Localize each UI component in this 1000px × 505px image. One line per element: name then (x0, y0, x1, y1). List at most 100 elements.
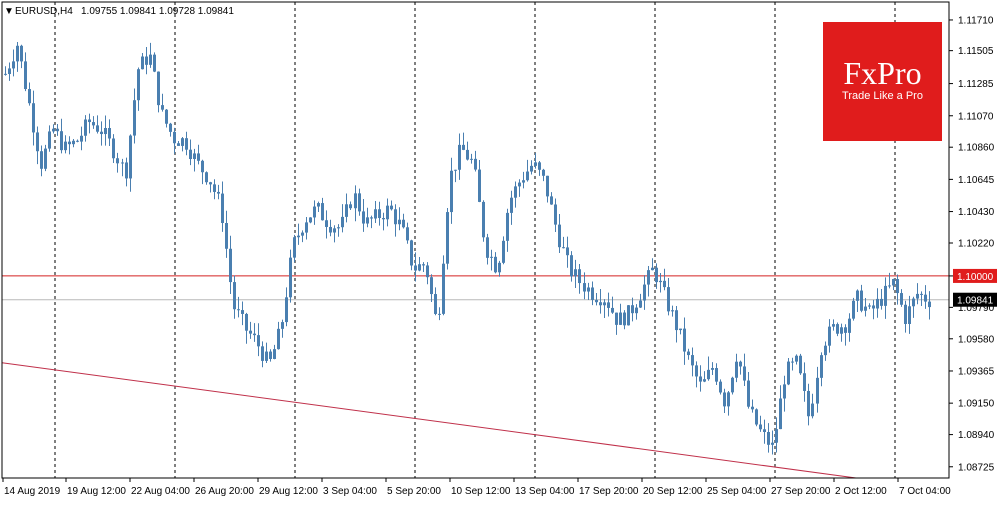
candle-body (48, 131, 51, 149)
candle-body (80, 135, 83, 142)
time-tick-label: 13 Sep 04:00 (515, 486, 575, 497)
candle-body (526, 171, 529, 181)
candle-body (651, 267, 654, 271)
time-tick-label: 20 Sep 12:00 (643, 486, 703, 497)
chart-ohlc: 1.09755 1.09841 1.09728 1.09841 (81, 6, 234, 17)
symbol-menu-icon[interactable]: ▼ (4, 6, 14, 17)
candle-body (635, 307, 638, 314)
candle-body (478, 169, 481, 202)
last-price-badge (953, 292, 997, 307)
candle-body (169, 123, 172, 132)
candle-body (422, 264, 425, 266)
candle-body (386, 205, 389, 220)
candle-body (711, 368, 714, 370)
candle-body (40, 151, 43, 169)
candle-body (362, 211, 365, 224)
candle-body (462, 144, 465, 150)
candle-body (659, 280, 662, 283)
candle-body (498, 262, 501, 273)
candle-body (639, 300, 642, 308)
candle-body (832, 324, 835, 327)
candle-body (434, 294, 437, 314)
candle-body (76, 140, 79, 142)
level-badge (953, 268, 997, 283)
time-tick-label: 10 Sep 12:00 (451, 486, 511, 497)
candle-body (884, 285, 887, 306)
candle-body (28, 89, 31, 104)
candle-body (189, 149, 192, 160)
candle-body (458, 144, 461, 170)
candle-body (121, 162, 124, 164)
time-tick-label: 7 Oct 04:00 (899, 486, 951, 497)
candle-body (165, 109, 168, 124)
candle-body (691, 355, 694, 366)
candle-body (406, 227, 409, 241)
candle-body (611, 307, 614, 313)
candle-body (840, 327, 843, 334)
candle-body (470, 158, 473, 160)
candle-body (269, 351, 272, 359)
time-tick-label: 25 Sep 04:00 (707, 486, 767, 497)
candle-body (32, 103, 35, 133)
candle-body (591, 287, 594, 300)
candle-body (366, 217, 369, 224)
candle-body (329, 226, 332, 233)
candle-body (72, 140, 75, 145)
candle-body (534, 162, 537, 166)
candle-body (667, 287, 670, 312)
candle-body (133, 100, 136, 136)
candle-body (426, 265, 429, 278)
candle-body (687, 351, 690, 356)
candle-body (44, 148, 47, 169)
price-tick-label: 1.10220 (958, 238, 995, 249)
candle-body (313, 206, 316, 218)
level-badge-label: 1.10000 (957, 272, 994, 283)
candle-body (554, 204, 557, 225)
time-tick-label: 22 Aug 04:00 (131, 486, 190, 497)
candle-body (558, 224, 561, 248)
candle-body (482, 201, 485, 238)
candle-body (824, 345, 827, 356)
level-lines (2, 275, 949, 301)
candle-body (60, 131, 63, 151)
candle-body (587, 287, 590, 292)
candle-body (277, 328, 280, 350)
candle-body (872, 305, 875, 309)
candle-body (8, 68, 11, 75)
candle-body (506, 212, 509, 241)
candle-body (795, 355, 798, 362)
candle-body (707, 369, 710, 380)
candle-body (466, 149, 469, 160)
candle-body (631, 305, 634, 314)
candle-body (860, 290, 863, 311)
price-badges: 1.10000 1.09841 (953, 268, 997, 307)
candle-body (655, 267, 658, 283)
candle-body (643, 284, 646, 301)
candle-body (892, 279, 895, 286)
candle-body (257, 335, 260, 347)
candle-body (864, 306, 867, 311)
candle-body (868, 305, 871, 307)
candle-body (828, 326, 831, 346)
candle-body (623, 312, 626, 326)
brand-logo: FxPro Trade Like a Pro (823, 22, 942, 141)
grid-lines (54, 2, 896, 478)
candle-body (474, 158, 477, 170)
candle-body (904, 304, 907, 324)
time-tick-label: 26 Aug 20:00 (195, 486, 254, 497)
candle-body (811, 403, 814, 417)
candle-body (438, 313, 441, 315)
candle-body (647, 270, 650, 285)
candle-body (317, 203, 320, 207)
candle-body (92, 122, 95, 126)
candle-body (281, 322, 284, 329)
candle-body (16, 45, 19, 62)
price-tick-label: 1.11285 (958, 79, 994, 90)
candle-body (578, 269, 581, 284)
candle-body (747, 380, 750, 407)
candle-body (486, 237, 489, 258)
chart-symbol: EURUSD,H4 (15, 6, 73, 17)
candle-body (751, 406, 754, 410)
candle-body (703, 379, 706, 382)
